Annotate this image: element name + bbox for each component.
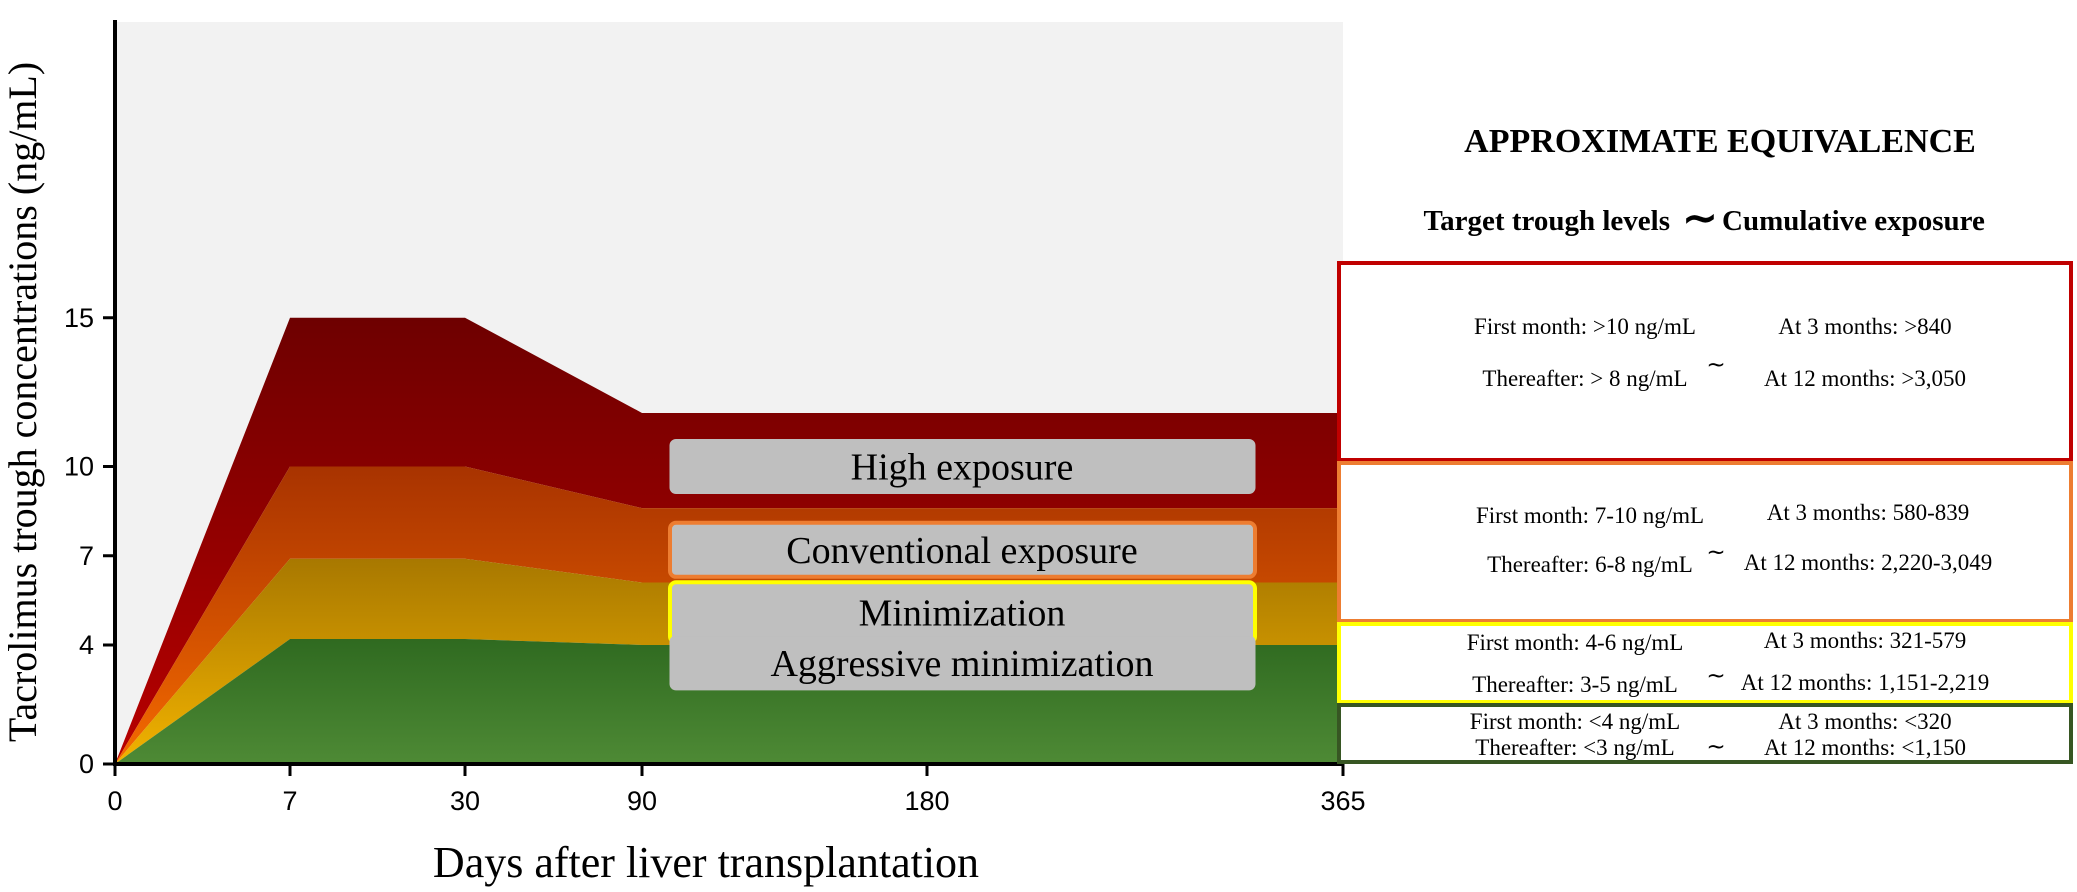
equivalence-box-border [1337, 261, 2073, 462]
x-tick-label: 30 [450, 786, 480, 816]
band-labels: High exposure Conventional exposure Minimi… [668, 439, 1257, 691]
equivalence-box: First month: 4-6 ng/mL Thereafter: 3-5 ng… [1337, 622, 2073, 704]
x-axis-ticks: 0 7 30 90 180 365 [107, 764, 1366, 816]
equivalence-box-border [1337, 622, 2073, 704]
label-text-high-exposure: High exposure [851, 447, 1074, 489]
x-axis-title: Days after liver transplantation [433, 838, 979, 887]
equivalence-box: First month: >10 ng/mL Thereafter: > 8 ng… [1337, 261, 2073, 462]
panel-header-cumulative: Cumulative exposure [1722, 205, 1985, 237]
label-pill-high-exposure [669, 439, 1256, 494]
equivalence-tilde: ∼ [1706, 352, 1725, 377]
at-12-months-exposure: At 12 months: 2,220-3,049 [1744, 550, 1993, 575]
y-tick-label: 4 [79, 630, 94, 660]
y-tick-label: 10 [64, 452, 94, 482]
at-12-months-exposure: At 12 months: 1,151-2,219 [1741, 670, 1990, 695]
label-pill-aggressive-minimization [669, 635, 1256, 691]
at-12-months-exposure: At 12 months: >3,050 [1764, 366, 1966, 391]
first-month-target: First month: <4 ng/mL [1470, 709, 1680, 734]
x-tick-label: 180 [904, 786, 949, 816]
band-high-exposure [115, 317, 1343, 764]
label-pill-conventional-exposure [668, 520, 1257, 579]
panel-title: APPROXIMATE EQUIVALENCE [1464, 123, 1976, 160]
equivalence-tilde: ∼ [1706, 540, 1725, 565]
y-tick-label: 0 [79, 749, 94, 779]
x-tick-label: 90 [627, 786, 657, 816]
first-month-target: First month: >10 ng/mL [1474, 314, 1696, 339]
thereafter-target: Thereafter: <3 ng/mL [1475, 735, 1674, 760]
y-axis-title: Tacrolimus trough concentrations (ng/mL) [0, 62, 45, 742]
thereafter-target: Thereafter: > 8 ng/mL [1482, 366, 1687, 391]
equivalence-tilde: ∼ [1706, 663, 1725, 688]
equivalence-box-border [1337, 461, 2073, 623]
axes [113, 20, 1343, 766]
equivalence-panel: APPROXIMATE EQUIVALENCE Target trough le… [1337, 123, 2073, 764]
label-text-minimization: Minimization [859, 592, 1066, 634]
label-text-aggressive-minimization: Aggressive minimization [770, 643, 1153, 685]
first-month-target: First month: 4-6 ng/mL [1467, 630, 1684, 655]
equivalence-box: First month: 7-10 ng/mL Thereafter: 6-8 n… [1337, 461, 2073, 623]
first-month-target: First month: 7-10 ng/mL [1476, 503, 1704, 528]
at-12-months-exposure: At 12 months: <1,150 [1764, 735, 1966, 760]
at-3-months-exposure: At 3 months: >840 [1778, 314, 1951, 339]
x-tick-label: 7 [282, 786, 297, 816]
at-3-months-exposure: At 3 months: <320 [1778, 709, 1951, 734]
x-tick-label: 0 [107, 786, 122, 816]
equivalence-tilde: ∼ [1706, 734, 1725, 759]
equivalence-boxes: First month: >10 ng/mL Thereafter: > 8 ng… [1337, 261, 2073, 764]
at-3-months-exposure: At 3 months: 580-839 [1767, 500, 1970, 525]
equivalence-box-border [1337, 703, 2073, 764]
panel-header-tilde: ∼ [1682, 196, 1717, 242]
thereafter-target: Thereafter: 3-5 ng/mL [1472, 672, 1678, 697]
x-tick-label: 365 [1320, 786, 1365, 816]
y-axis-ticks: 0 4 7 10 15 [64, 303, 115, 779]
panel-header-target: Target trough levels [1424, 205, 1671, 237]
y-tick-label: 15 [64, 303, 94, 333]
thereafter-target: Thereafter: 6-8 ng/mL [1487, 552, 1693, 577]
label-text-conventional-exposure: Conventional exposure [786, 530, 1137, 572]
y-tick-label: 7 [79, 541, 94, 571]
at-3-months-exposure: At 3 months: 321-579 [1764, 628, 1967, 653]
